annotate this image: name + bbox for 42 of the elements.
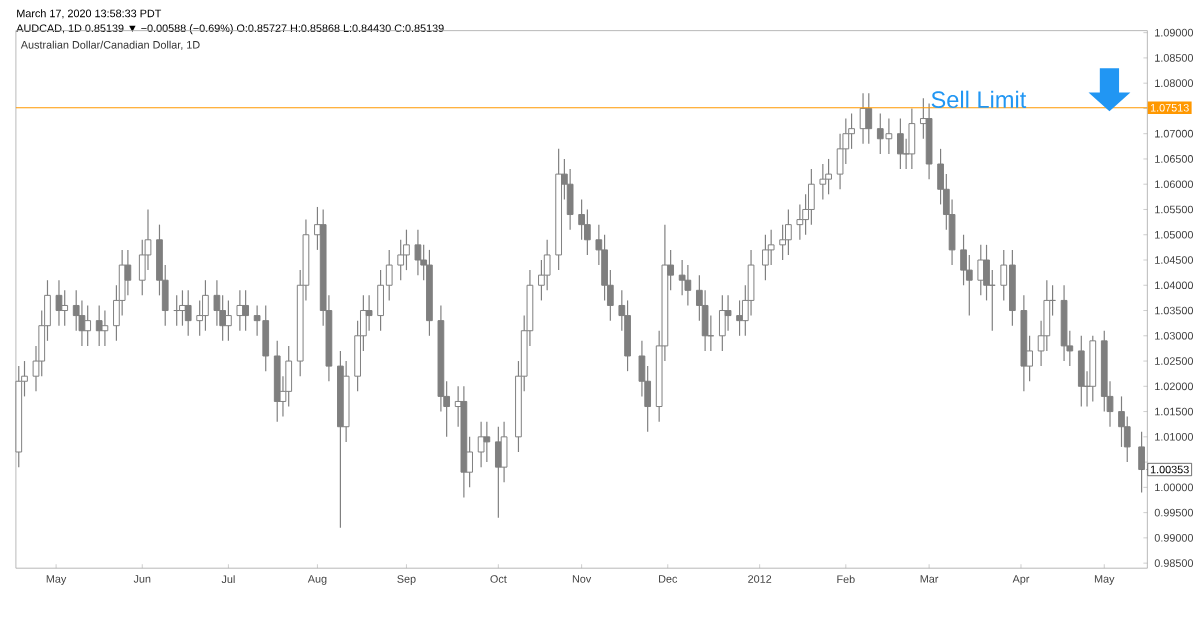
- y-tick-label: 0.99000: [1154, 534, 1194, 542]
- annotation: 1.07513: [1150, 104, 1189, 112]
- x-tick-label: Apr: [1012, 575, 1030, 586]
- annotation: 1.00353: [1150, 465, 1189, 474]
- ref-line-label: Sell Limit: [931, 90, 1027, 109]
- text: March 17, 2020 13:58:33 PDT: [17, 9, 162, 19]
- y-tick-label: 1.06000: [1155, 180, 1194, 189]
- x-tick-label: Oct: [490, 575, 507, 583]
- y-tick-label: 1.00000: [1155, 483, 1194, 492]
- x-tick-label: May: [46, 575, 67, 586]
- y-tick-label: 1.04500: [1155, 256, 1194, 265]
- candlestick: [385, 249, 393, 302]
- y-tick-label: 1.01500: [1155, 407, 1194, 416]
- x-tick-label: 2012: [748, 575, 772, 583]
- y-tick-label: 1.03000: [1155, 332, 1194, 340]
- y-tick-label: 1.05500: [1155, 205, 1194, 214]
- x-tick-label: Nov: [572, 575, 592, 583]
- y-tick-label: 1.01000: [1155, 433, 1194, 441]
- text: Australian Dollar/Canadian Dollar, 1D: [20, 40, 200, 51]
- candlestick: [1000, 249, 1008, 302]
- x-tick-label: May: [1094, 575, 1115, 586]
- y-tick-label: 1.06500: [1155, 155, 1194, 163]
- y-tick-label: 1.02500: [1155, 357, 1194, 366]
- x-tick-label: Sep: [397, 575, 416, 586]
- x-tick-label: Feb: [837, 575, 855, 584]
- y-tick-label: 1.03500: [1155, 306, 1194, 315]
- annotation: AUDCAD, 1D 0.85139 ▼ −0.00588 (−0.69%) O:0.85727 H:0.85868 L:0.84430 C:0.85139: [16, 24, 444, 35]
- y-tick-label: 1.08500: [1155, 54, 1194, 62]
- x-tick-label: Dec: [659, 575, 678, 583]
- y-tick-label: 1.08000: [1155, 79, 1194, 88]
- x-tick-label: Jun: [133, 575, 151, 583]
- y-tick-label: 0.98500: [1154, 559, 1194, 568]
- y-tick-label: 1.02000: [1155, 382, 1194, 391]
- y-tick-label: 0.99500: [1154, 508, 1194, 517]
- x-tick-label: Jul: [221, 575, 235, 584]
- y-tick-label: 1.05000: [1155, 231, 1194, 239]
- candlestick: [897, 118, 904, 170]
- y-tick-label: 1.07000: [1155, 130, 1194, 138]
- x-tick-label: Mar: [920, 575, 939, 583]
- y-tick-label: 1.09000: [1155, 29, 1194, 37]
- x-tick-label: Aug: [307, 575, 327, 586]
- y-tick-label: 1.04000: [1155, 281, 1194, 290]
